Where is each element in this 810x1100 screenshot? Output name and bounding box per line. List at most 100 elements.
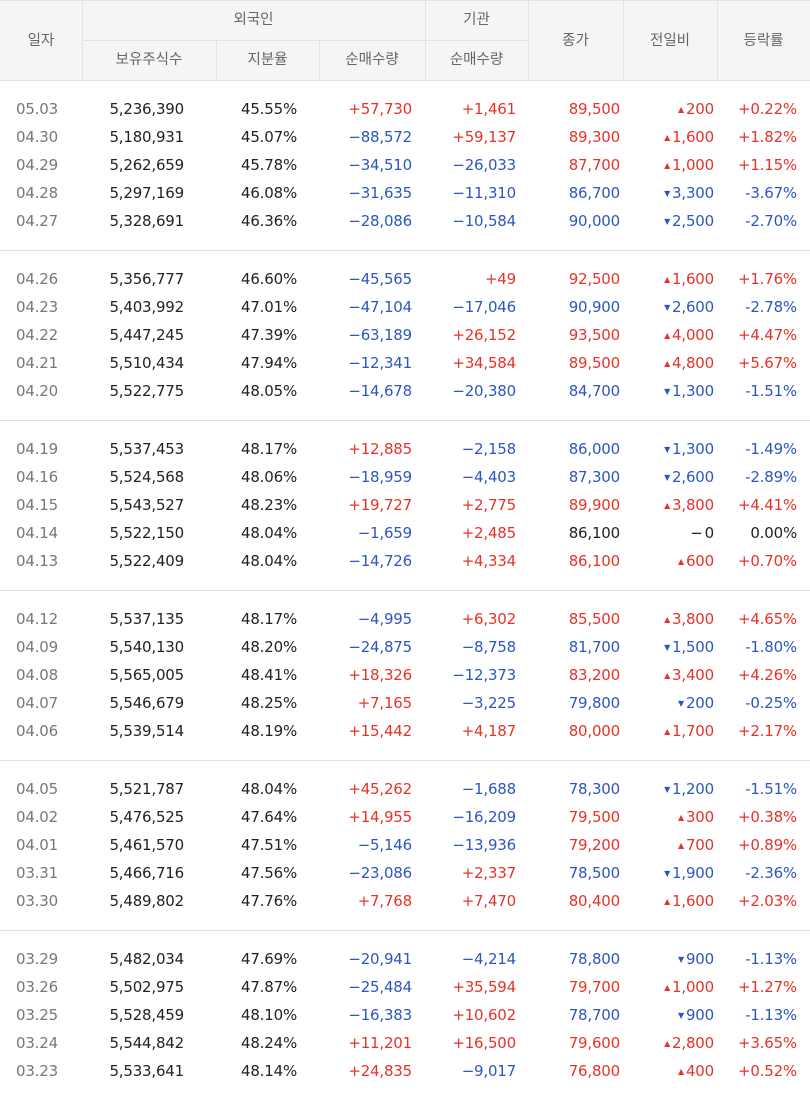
- inst-net-cell: −3,225: [461, 694, 517, 712]
- table-row: 04.08 5,565,005 48.41% +18,326 −12,373 83,200…: [0, 661, 810, 689]
- change-cell: ▲ 700: [678, 831, 714, 860]
- foreign-net-cell: −20,941: [348, 950, 412, 968]
- ratio-cell: 47.51%: [241, 836, 297, 854]
- up-triangle-icon: ▲: [678, 813, 684, 822]
- inst-net-cell: +2,775: [461, 496, 517, 514]
- change-value: 1,600: [672, 892, 714, 910]
- foreign-net-cell: −47,104: [348, 298, 412, 316]
- close-cell: 90,000: [568, 212, 620, 230]
- down-triangle-icon: ▼: [664, 445, 671, 454]
- inst-net-cell: −20,380: [452, 382, 516, 400]
- date-cell: 04.16: [16, 468, 58, 486]
- table-row: 04.21 5,510,434 47.94% −12,341 +34,584 89,500…: [0, 349, 810, 377]
- date-cell: 03.25: [16, 1006, 58, 1024]
- foreign-net-cell: −25,484: [348, 978, 412, 996]
- rate-cell: +0.22%: [737, 100, 797, 118]
- foreign-net-cell: +24,835: [348, 1062, 412, 1080]
- date-cell: 03.30: [16, 892, 58, 910]
- ratio-cell: 48.04%: [241, 524, 297, 542]
- close-cell: 87,300: [568, 468, 620, 486]
- change-value: 2,800: [672, 1034, 714, 1052]
- table-row: 04.22 5,447,245 47.39% −63,189 +26,152 93,500…: [0, 321, 810, 349]
- inst-net-cell: +1,461: [461, 100, 517, 118]
- foreign-net-cell: −12,341: [348, 354, 412, 372]
- ratio-cell: 47.87%: [241, 978, 297, 996]
- ratio-cell: 45.78%: [241, 156, 297, 174]
- header-divider: [82, 40, 528, 41]
- date-cell: 03.26: [16, 978, 58, 996]
- holdings-cell: 5,447,245: [109, 326, 184, 344]
- change-cell: ▲ 300: [678, 803, 714, 832]
- rate-cell: 0.00%: [750, 524, 797, 542]
- holdings-cell: 5,236,390: [109, 100, 184, 118]
- holdings-cell: 5,543,527: [109, 496, 184, 514]
- rate-cell: -1.51%: [745, 780, 797, 798]
- close-cell: 89,500: [568, 354, 620, 372]
- close-cell: 78,300: [568, 780, 620, 798]
- table-row: 03.23 5,533,641 48.14% +24,835 −9,017 76,800 ▲…: [0, 1057, 810, 1085]
- date-cell: 04.06: [16, 722, 58, 740]
- up-triangle-icon: ▲: [678, 1067, 684, 1076]
- down-triangle-icon: ▼: [664, 869, 671, 878]
- table-row: 04.13 5,522,409 48.04% −14,726 +4,334 86,100 ▲…: [0, 547, 810, 575]
- up-triangle-icon: ▲: [664, 671, 671, 680]
- close-cell: 84,700: [568, 382, 620, 400]
- row-group: 03.29 5,482,034 47.69% −20,941 −4,214 78,800 ▼…: [0, 931, 810, 1100]
- rate-cell: +0.52%: [737, 1062, 797, 1080]
- rate-cell: -1.49%: [745, 440, 797, 458]
- rate-cell: +3.65%: [737, 1034, 797, 1052]
- ratio-cell: 46.08%: [241, 184, 297, 202]
- rate-cell: -1.51%: [745, 382, 797, 400]
- rate-cell: +1.27%: [737, 978, 797, 996]
- holdings-cell: 5,328,691: [109, 212, 184, 230]
- inst-net-cell: −8,758: [461, 638, 517, 656]
- table-row: 04.05 5,521,787 48.04% +45,262 −1,688 78,300 ▼…: [0, 775, 810, 803]
- rate-cell: -0.25%: [745, 694, 797, 712]
- table-row: 04.01 5,461,570 47.51% −5,146 −13,936 79,200 ▲…: [0, 831, 810, 859]
- row-group: 04.12 5,537,135 48.17% −4,995 +6,302 85,500 ▲ 3…: [0, 591, 810, 761]
- change-value: 1,300: [672, 440, 714, 458]
- foreign-net-cell: −18,959: [348, 468, 412, 486]
- change-value: 2,500: [672, 212, 714, 230]
- holdings-cell: 5,482,034: [109, 950, 184, 968]
- header-divider: [528, 1, 529, 81]
- inst-net-cell: +34,584: [452, 354, 516, 372]
- change-value: 0: [704, 524, 715, 542]
- table-row: 04.27 5,328,691 46.36% −28,086 −10,584 90,000…: [0, 207, 810, 235]
- change-cell: ▲ 200: [678, 95, 714, 124]
- change-cell: ▼ 900: [678, 945, 714, 974]
- change-cell: ▲ 3,400: [664, 661, 714, 690]
- date-cell: 03.23: [16, 1062, 58, 1080]
- close-cell: 79,800: [568, 694, 620, 712]
- up-triangle-icon: ▲: [664, 359, 671, 368]
- table-row: 04.28 5,297,169 46.08% −31,635 −11,310 86,700…: [0, 179, 810, 207]
- down-triangle-icon: ▼: [664, 473, 671, 482]
- foreign-net-cell: +15,442: [348, 722, 412, 740]
- rate-cell: -1.13%: [745, 950, 797, 968]
- holdings-cell: 5,356,777: [109, 270, 184, 288]
- change-value: 1,900: [672, 864, 714, 882]
- date-cell: 04.02: [16, 808, 58, 826]
- ratio-cell: 47.94%: [241, 354, 297, 372]
- close-cell: 90,900: [568, 298, 620, 316]
- change-cell: ▼ 3,300: [664, 179, 714, 208]
- row-group: 05.03 5,236,390 45.55% +57,730 +1,461 89,500 ▲…: [0, 81, 810, 251]
- table-row: 03.29 5,482,034 47.69% −20,941 −4,214 78,800 ▼…: [0, 945, 810, 973]
- change-value: 700: [685, 836, 714, 854]
- up-triangle-icon: ▲: [678, 105, 684, 114]
- inst-net-cell: +4,334: [461, 552, 517, 570]
- table-row: 04.30 5,180,931 45.07% −88,572 +59,137 89,300…: [0, 123, 810, 151]
- down-triangle-icon: ▼: [664, 217, 671, 226]
- table-row: 04.09 5,540,130 48.20% −24,875 −8,758 81,700 ▼…: [0, 633, 810, 661]
- inst-net-cell: −2,158: [461, 440, 517, 458]
- inst-net-cell: +6,302: [461, 610, 517, 628]
- row-group: 04.19 5,537,453 48.17% +12,885 −2,158 86,000 ▼…: [0, 421, 810, 591]
- table-row: 04.07 5,546,679 48.25% +7,165 −3,225 79,800 ▼ 2…: [0, 689, 810, 717]
- up-triangle-icon: ▲: [664, 1039, 671, 1048]
- ratio-cell: 48.05%: [241, 382, 297, 400]
- date-cell: 04.20: [16, 382, 58, 400]
- inst-net-cell: −9,017: [461, 1062, 517, 1080]
- foreign-net-cell: −34,510: [348, 156, 412, 174]
- ratio-cell: 48.06%: [241, 468, 297, 486]
- change-value: 3,400: [672, 666, 714, 684]
